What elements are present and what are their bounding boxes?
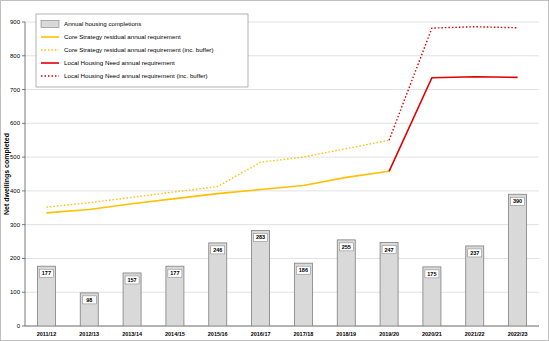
- data-label-box: [339, 243, 353, 251]
- plot-area: [37, 27, 526, 326]
- grid-line: [25, 123, 539, 124]
- axis-title: Net dwellings completed: [3, 133, 11, 215]
- tick-mark: [22, 258, 25, 259]
- tick-label: 900: [10, 19, 21, 25]
- tick-label: 2022/23: [508, 331, 528, 337]
- grid-line: [25, 224, 539, 225]
- line: [46, 171, 389, 213]
- tick-mark: [22, 157, 25, 158]
- x-axis: [25, 326, 539, 327]
- line: [46, 140, 389, 207]
- legend-swatch: [41, 21, 59, 28]
- tick-label: 400: [10, 188, 21, 194]
- data-label: 175: [427, 271, 436, 277]
- data-label-box: [382, 246, 396, 254]
- bar: [466, 246, 484, 326]
- bar: [166, 266, 184, 326]
- data-label-box: [39, 269, 53, 277]
- tick-mark: [22, 326, 25, 327]
- data-label: 177: [170, 270, 179, 276]
- tick-label: 2014/15: [165, 331, 185, 337]
- data-label: 390: [513, 198, 522, 204]
- bar: [252, 230, 270, 326]
- background: [1, 1, 549, 341]
- bar: [380, 243, 398, 326]
- data-label: 177: [42, 270, 51, 276]
- tick-label: 2016/17: [251, 331, 271, 337]
- tick-mark: [22, 89, 25, 90]
- bar: [294, 263, 312, 326]
- bar: [123, 273, 141, 326]
- legend-box: [36, 14, 248, 87]
- tick-label: 100: [10, 289, 21, 295]
- legend-label: Annual housing completions: [64, 20, 141, 27]
- data-label-box: [168, 269, 182, 277]
- tick-label: 2018/19: [336, 331, 356, 337]
- tick-label: 2012/13: [79, 331, 99, 337]
- tick-label: 500: [10, 154, 21, 160]
- tick-label: 2015/16: [208, 331, 228, 337]
- tick-mark: [22, 22, 25, 23]
- tick-mark: [22, 55, 25, 56]
- tick-label: 2017/18: [293, 331, 313, 337]
- legend-label: Core Strategy residual annual requiremen…: [64, 46, 214, 53]
- grid-line: [25, 292, 539, 293]
- bar: [80, 293, 98, 326]
- grid-line: [25, 157, 539, 158]
- tick-mark: [22, 224, 25, 225]
- chart: 0 100 200 300 400 500 600 700 800 900 Net dwelling…: [0, 0, 549, 341]
- data-label: 157: [127, 277, 136, 283]
- tick-label: 200: [10, 255, 21, 261]
- tick-label: 2011/12: [37, 331, 57, 337]
- tick-label: 2021/22: [465, 331, 485, 337]
- data-label: 246: [213, 247, 222, 253]
- grid-line: [25, 326, 539, 327]
- data-label-box: [468, 249, 482, 257]
- legend: Annual housing completions Core Strategy …: [36, 14, 248, 87]
- tick-label: 300: [10, 222, 21, 228]
- legend-swatch: [41, 49, 59, 51]
- bar: [37, 266, 55, 326]
- tick-label: 2019/20: [379, 331, 399, 337]
- tick-mark: [22, 292, 25, 293]
- legend-swatch: [41, 62, 59, 64]
- tick-label: 2020/21: [422, 331, 442, 337]
- line: [389, 27, 518, 140]
- bar: [209, 243, 227, 326]
- bar: [423, 267, 441, 326]
- data-label-box: [296, 266, 310, 274]
- data-label: 255: [342, 244, 351, 250]
- tick-mark: [22, 123, 25, 124]
- grid-line: [25, 89, 539, 90]
- data-label-box: [125, 276, 139, 284]
- data-label: 98: [86, 297, 92, 303]
- tick-label: 0: [17, 323, 21, 329]
- legend-label: Local Housing Need annual requirement: [64, 59, 175, 66]
- data-labels: 177 98 157 177 246 283 186 255 247 175 237 390: [39, 197, 524, 304]
- data-label-box: [211, 246, 225, 254]
- legend-label: Core Strategy residual annual requiremen…: [64, 33, 181, 40]
- legend-label: Local Housing Need annual requirement (i…: [64, 72, 208, 79]
- tick-label: 800: [10, 53, 21, 59]
- grid-line: [25, 258, 539, 259]
- grid-line: [25, 190, 539, 191]
- data-label: 283: [256, 234, 265, 240]
- data-label-box: [82, 296, 96, 304]
- data-label-box: [511, 197, 525, 205]
- tick-label: 2013/14: [122, 331, 143, 337]
- y-axis: [25, 22, 26, 326]
- data-label: 237: [470, 250, 479, 256]
- bar: [337, 240, 355, 326]
- legend-swatch: [41, 75, 59, 77]
- data-label: 247: [384, 247, 393, 253]
- legend-swatch: [41, 36, 59, 38]
- data-label-box: [425, 270, 439, 278]
- tick-mark: [22, 190, 25, 191]
- data-label-box: [254, 233, 268, 241]
- tick-label: 600: [10, 120, 21, 126]
- tick-label: 700: [10, 87, 21, 93]
- bar: [509, 194, 527, 326]
- data-label: 186: [299, 267, 308, 273]
